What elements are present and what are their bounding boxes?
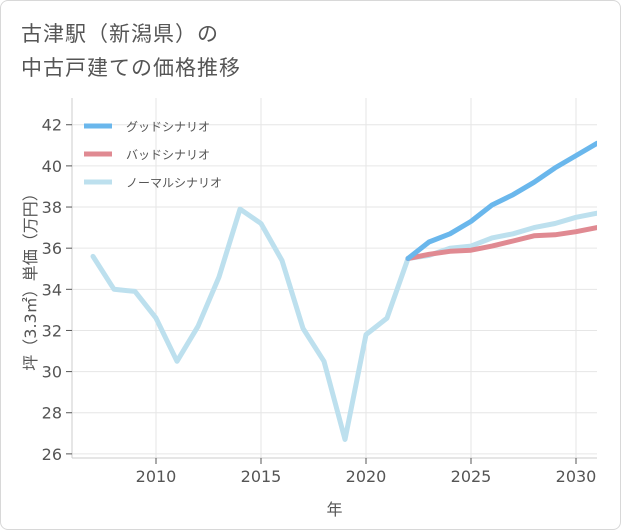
x-tick-label: 2020 [346, 467, 387, 486]
series-line-1 [405, 225, 597, 261]
series-line-0 [405, 140, 597, 261]
y-axis-title: 坪（3.3㎡）単価（万円） [21, 185, 40, 370]
y-tick-label: 30 [42, 363, 62, 382]
y-tick-label: 42 [42, 116, 62, 135]
y-tick-label: 34 [42, 280, 62, 299]
x-tick-label: 2010 [136, 467, 177, 486]
x-tick-label: 2015 [241, 467, 282, 486]
chart-title: 古津駅（新潟県）の 中古戸建ての価格推移 [21, 17, 241, 85]
y-tick-label: 26 [42, 445, 62, 464]
x-axis-title: 年 [326, 500, 342, 519]
y-tick-label: 40 [42, 157, 62, 176]
series-line-2 [90, 206, 597, 442]
y-tick-label: 28 [42, 404, 62, 423]
x-tick-label: 2025 [451, 467, 492, 486]
legend-label: グッドシナリオ [126, 120, 210, 134]
chart-title-line-2: 中古戸建ての価格推移 [21, 56, 241, 80]
axes: 26 28 30 32 34 36 38 40 42 2010 2015 2020 2025 2030 [42, 98, 597, 486]
y-tick-label: 32 [42, 321, 62, 340]
y-tick-label: 38 [42, 198, 62, 217]
legend-label: ノーマルシナリオ [126, 176, 222, 190]
chart-title-line-1: 古津駅（新潟県）の [21, 22, 219, 46]
legend-label: バッドシナリオ [126, 148, 210, 162]
y-tick-label: 36 [42, 239, 62, 258]
series-lines [90, 140, 597, 442]
x-tick-label: 2030 [556, 467, 597, 486]
